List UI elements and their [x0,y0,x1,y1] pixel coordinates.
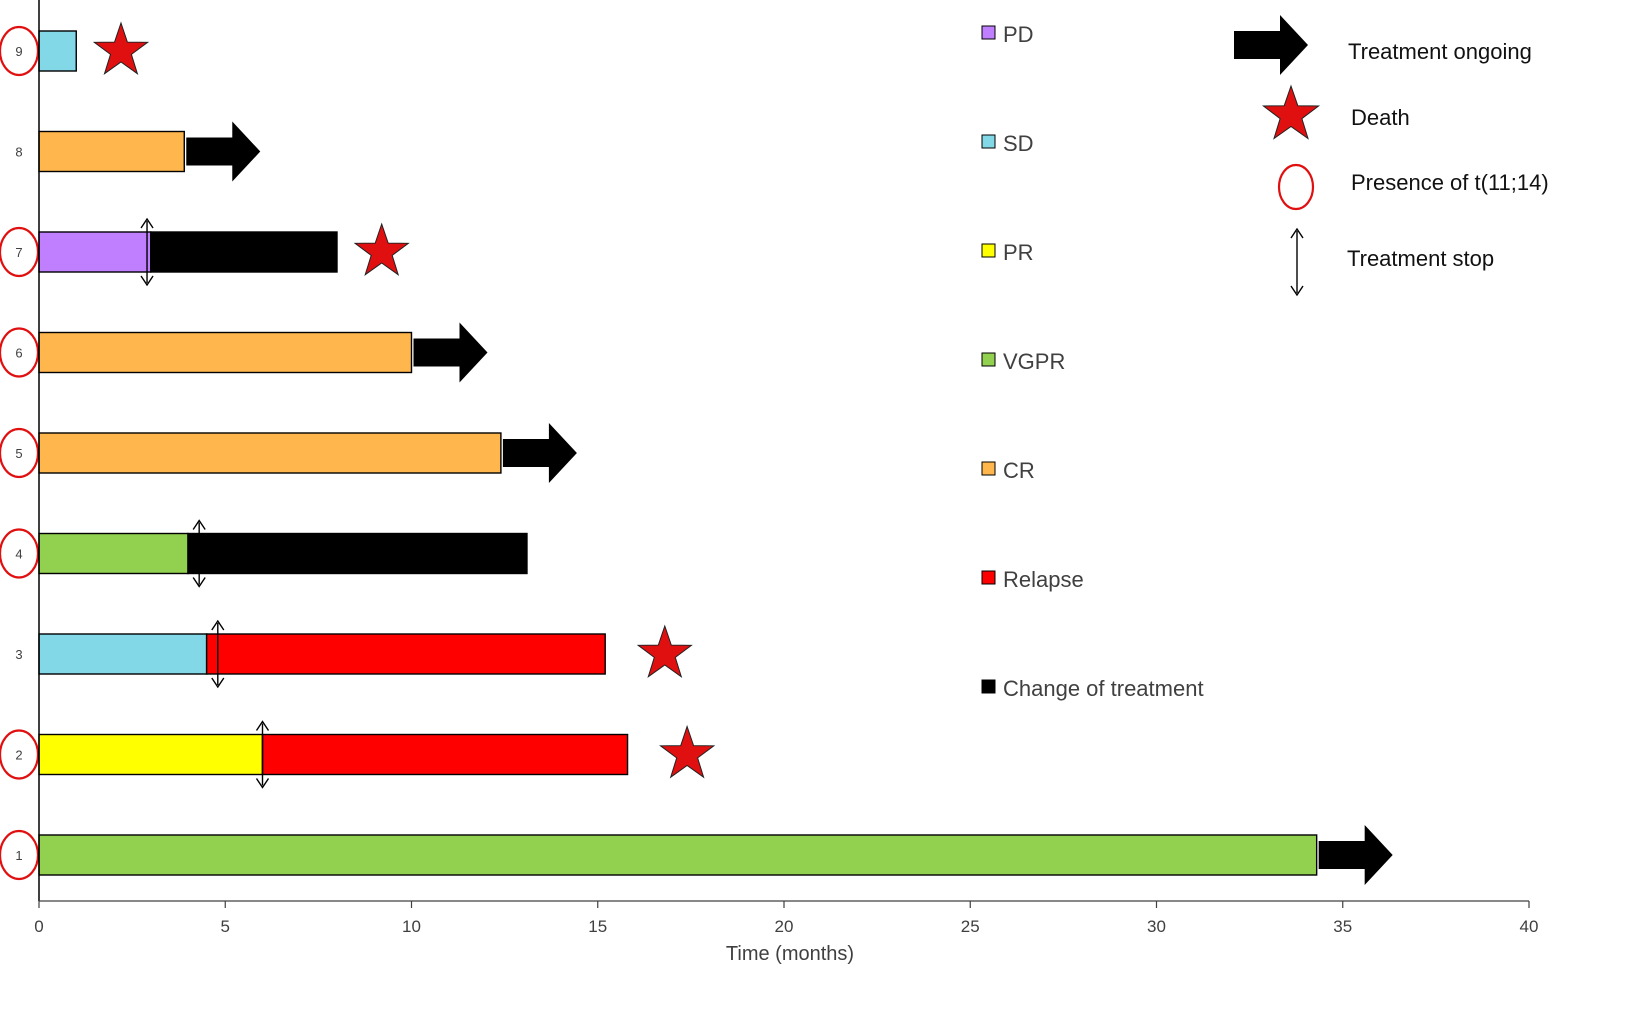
t1114-circle [0,25,40,77]
patient-label: 6 [15,346,22,361]
treatment-stop-marker [255,720,270,789]
patient-label: 3 [15,647,22,662]
legend-label: CR [1003,458,1035,483]
legend-label: Death [1351,105,1410,130]
x-tick-label: 20 [775,917,794,936]
patient-row-3: 3 [15,619,693,689]
legend-label: Treatment stop [1347,246,1494,271]
t1114-circle [0,829,40,881]
legend-label: Relapse [1003,567,1084,592]
treatment-stop-marker [211,619,225,689]
legend-label: PD [1003,22,1034,47]
bar-segment [38,834,1318,876]
t1114-circle [0,729,40,780]
legend-item-relapse: Relapse [981,567,1084,592]
symbol-legend: Treatment ongoing Death Presence of t(11;1… [1234,15,1549,297]
patient-label: 7 [15,245,22,260]
legend-label: Change of treatment [1003,676,1204,701]
ongoing-arrow [502,423,577,483]
x-axis-title: Time (months) [726,943,854,965]
death-star-icon [1261,84,1321,140]
bar-segment [38,532,189,575]
plot-area: 1 2 3 4 5 6 7 8 9 [0,21,1393,885]
x-tick-label: 5 [221,917,230,936]
t1114-circle [0,327,40,378]
legend-item-change-of-treatment: Change of treatment [981,676,1204,701]
x-axis: 0 5 10 15 20 25 30 35 40 Time (months) [34,0,1538,965]
x-tick-label: 25 [961,917,980,936]
ongoing-arrow [413,322,488,383]
legend-label: Presence of t(11;14) [1351,170,1549,195]
bar-segment [205,633,606,675]
ongoing-arrow [186,121,261,182]
legend-label: Treatment ongoing [1348,39,1532,64]
legend-item-pr: PR [981,240,1034,265]
legend-item-sd: SD [981,131,1034,156]
legend-swatch [981,243,996,258]
legend-stop: Treatment stop [1290,227,1494,297]
bar-segment [38,30,77,72]
x-tick-label: 40 [1520,917,1539,936]
x-tick-label: 0 [34,917,43,936]
bar-segment [38,130,185,173]
x-tick-label: 35 [1333,917,1352,936]
patient-row-8: 8 [15,121,261,182]
patient-row-9: 9 [0,21,150,77]
bar-segment [38,331,413,374]
patient-row-2: 2 [0,720,716,789]
ongoing-arrow [1318,825,1393,885]
bar-segment [38,432,502,474]
legend-swatch [981,134,996,149]
bar-segment [261,733,629,776]
bar-segment [38,633,208,675]
patient-label: 8 [15,145,22,160]
legend-label: PR [1003,240,1034,265]
patient-row-7: 7 [0,217,410,287]
death-star [92,21,150,75]
legend-swatch [981,570,996,585]
legend-death: Death [1261,84,1410,140]
legend-label: VGPR [1003,349,1065,374]
t1114-circle [0,226,40,278]
legend-item-cr: CR [981,458,1035,483]
legend-item-pd: PD [981,22,1034,47]
legend-swatch [981,25,996,40]
t1114-circle-icon [1277,163,1315,211]
t1114-circle [0,427,40,479]
patient-label: 4 [15,547,22,562]
legend-swatch [981,461,996,476]
x-tick-label: 10 [402,917,421,936]
bar-segment [150,231,338,273]
t1114-circle [0,528,40,579]
patient-row-5: 5 [0,423,577,483]
death-star [659,724,716,779]
patient-row-6: 6 [0,322,488,383]
legend-ongoing: Treatment ongoing [1234,15,1532,75]
ongoing-arrow-icon [1234,15,1308,75]
death-star [353,222,410,276]
treatment-stop-icon [1290,227,1304,297]
status-legend: PD SD PR VGPR CR Relapse Change of treatment [981,22,1204,701]
patient-label: 5 [15,446,22,461]
patient-row-4: 4 [0,519,528,588]
legend-label: SD [1003,131,1034,156]
legend-t1114: Presence of t(11;14) [1277,163,1549,211]
patient-row-1: 1 [0,825,1393,885]
legend-item-vgpr: VGPR [981,349,1065,374]
patient-label: 2 [15,748,22,763]
x-tick-label: 15 [588,917,607,936]
patient-label: 9 [15,44,22,59]
bar-segment [38,231,152,273]
x-tick-label: 30 [1147,917,1166,936]
patient-label: 1 [15,848,22,863]
treatment-stop-marker [140,217,154,287]
death-star [636,624,693,678]
bar-segment [187,532,528,575]
treatment-stop-marker [192,519,206,588]
bar-segment [38,733,264,776]
legend-swatch [981,679,996,694]
legend-swatch [981,352,996,367]
